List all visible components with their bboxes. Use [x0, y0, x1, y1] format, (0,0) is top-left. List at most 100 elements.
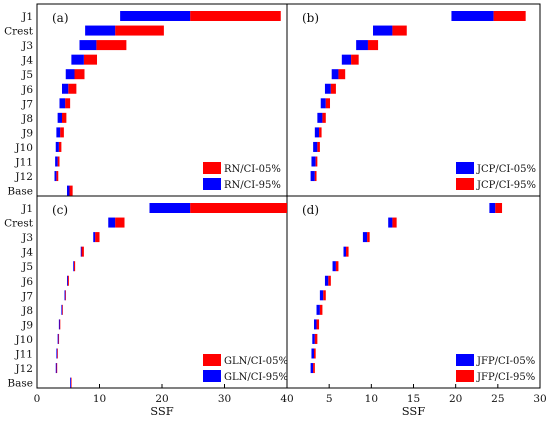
- panel-a: (a) RN/CI-05% RN/CI-95%: [52, 11, 281, 196]
- y-tick-label-bottom-j3: J3: [21, 232, 33, 244]
- bar-b-j5-s1: [338, 69, 346, 80]
- bar-a-j9-s0: [60, 127, 64, 138]
- y-tick-label-top-j12: J12: [14, 171, 33, 183]
- legend-label-c-0: GLN/CI-05%: [224, 356, 288, 367]
- legend-label-a-0: RN/CI-05%: [224, 164, 281, 175]
- bar-b-j1-s1: [493, 11, 526, 21]
- y-tick-label-bottom-j5: J5: [21, 261, 33, 273]
- legend-swatch-c-0: [203, 354, 221, 366]
- bar-b-j7-s1: [325, 98, 331, 109]
- bar-c-j1-s0: [190, 203, 288, 213]
- bar-d-j4-s1: [346, 246, 349, 257]
- bar-d-crest-s1: [392, 217, 397, 228]
- y-tick-label-bottom-j10: J10: [14, 334, 33, 346]
- y-tick-label-bottom-j9: J9: [21, 319, 33, 331]
- bar-a-j11-s1: [55, 156, 58, 167]
- bar-d-j12-s0: [310, 363, 314, 374]
- legend-label-b-1: JCP/CI-95%: [476, 180, 536, 191]
- bar-d-j1-s0: [489, 203, 496, 213]
- legend-label-b-0: JCP/CI-05%: [476, 164, 536, 175]
- panel-c: (c) GLN/CI-05% GLN/CI-95%: [52, 203, 288, 388]
- bar-b-crest-s0: [373, 25, 393, 36]
- bar-c-j5-s0: [73, 261, 76, 272]
- y-tick-label-bottom-j6: J6: [21, 276, 33, 288]
- y-tick-label-bottom-base: Base: [7, 378, 33, 390]
- panel-label-d: (d): [302, 203, 319, 217]
- legend-label-d-0: JFP/CI-05%: [476, 356, 535, 367]
- bar-d-j12-s1: [313, 363, 315, 374]
- bar-c-j9-s0: [59, 319, 61, 330]
- y-tick-label-bottom-crest: Crest: [4, 218, 34, 230]
- y-tick-label-top-j3: J3: [21, 40, 33, 52]
- bar-c-j12-s0: [56, 363, 58, 374]
- bar-d-j11-s1: [313, 348, 316, 359]
- y-tick-label-bottom-j11: J11: [14, 349, 33, 361]
- bar-a-j8-s0: [62, 112, 67, 123]
- bar-a-j10-s0: [58, 141, 62, 152]
- x-tick-label-right-10: 10: [365, 393, 378, 405]
- bar-d-j8-s0: [316, 304, 320, 315]
- bar-a-j10-s1: [55, 141, 59, 152]
- bar-c-j10-s0: [58, 333, 60, 344]
- bar-d-j10-s1: [314, 333, 318, 344]
- bar-b-j10-s1: [317, 141, 320, 152]
- x-tick-label-right-15: 15: [407, 393, 420, 405]
- y-tick-label-top-j7: J7: [21, 98, 33, 110]
- panel-b: (b) JCP/CI-05% JCP/CI-95%: [302, 11, 536, 191]
- bar-d-j6-s1: [328, 275, 331, 286]
- bar-c-j8-s0: [62, 304, 63, 315]
- y-tick-label-top-j9: J9: [21, 127, 33, 139]
- bar-c-j5-s1: [73, 261, 75, 272]
- bar-c-crest-s0: [115, 217, 125, 228]
- x-tick-label-left-40: 40: [280, 393, 293, 405]
- legend-label-d-1: JFP/CI-95%: [476, 372, 535, 383]
- bar-b-j3-s1: [367, 40, 379, 51]
- bar-b-j1-s0: [451, 11, 494, 21]
- bar-b-j4-s0: [341, 54, 352, 65]
- bar-a-j5-s0: [74, 69, 85, 80]
- legend-swatch-a-0: [203, 162, 221, 174]
- bar-d-j6-s0: [324, 275, 329, 286]
- bar-a-j6-s0: [68, 83, 77, 94]
- legend-swatch-d-0: [456, 354, 474, 366]
- bar-c-crest-s1: [108, 217, 116, 228]
- bar-b-j6-s0: [324, 83, 331, 94]
- bar-d-j7-s1: [323, 290, 326, 301]
- legend-swatch-d-1: [456, 370, 474, 382]
- legend-swatch-b-1: [456, 178, 474, 190]
- bar-c-j11-s0: [57, 348, 58, 359]
- bar-a-j3-s1: [79, 40, 97, 51]
- bar-a-j1-s0: [190, 11, 281, 21]
- bar-c-j3-s1: [93, 232, 96, 243]
- bar-c-j12-s1: [55, 363, 57, 374]
- bar-c-j8-s1: [61, 304, 63, 315]
- bar-a-crest-s0: [115, 25, 164, 36]
- bar-a-j12-s0: [56, 171, 59, 182]
- y-tick-label-bottom-j4: J4: [21, 247, 33, 259]
- x-tick-label-right-25: 25: [491, 393, 504, 405]
- bar-a-j9-s1: [56, 127, 61, 138]
- bar-d-j11-s0: [311, 348, 314, 359]
- bar-c-j7-s0: [65, 290, 66, 301]
- y-tick-label-top-j8: J8: [21, 113, 33, 125]
- bar-a-base-s0: [69, 185, 73, 196]
- legend-swatch-c-1: [203, 370, 221, 382]
- bar-c-base-s0: [70, 377, 72, 388]
- bar-b-j10-s0: [313, 141, 318, 152]
- bar-b-crest-s1: [392, 25, 407, 36]
- bar-b-j12-s1: [314, 171, 317, 182]
- bar-a-j8-s1: [57, 112, 63, 123]
- bar-a-j6-s1: [62, 83, 69, 94]
- legend-label-a-1: RN/CI-95%: [224, 180, 281, 191]
- bar-b-j3-s0: [356, 40, 368, 51]
- x-tick-label-right-5: 5: [326, 393, 333, 405]
- bar-c-j3-s0: [95, 232, 100, 243]
- bar-d-j9-s1: [316, 319, 320, 330]
- legend-label-c-1: GLN/CI-95%: [224, 372, 288, 383]
- x-axis-title-right: SSF: [402, 404, 426, 418]
- y-tick-label-top-base: Base: [7, 186, 33, 198]
- bar-d-j3-s0: [362, 232, 368, 243]
- x-tick-label-left-0: 0: [34, 393, 41, 405]
- bar-a-j4-s0: [83, 54, 98, 65]
